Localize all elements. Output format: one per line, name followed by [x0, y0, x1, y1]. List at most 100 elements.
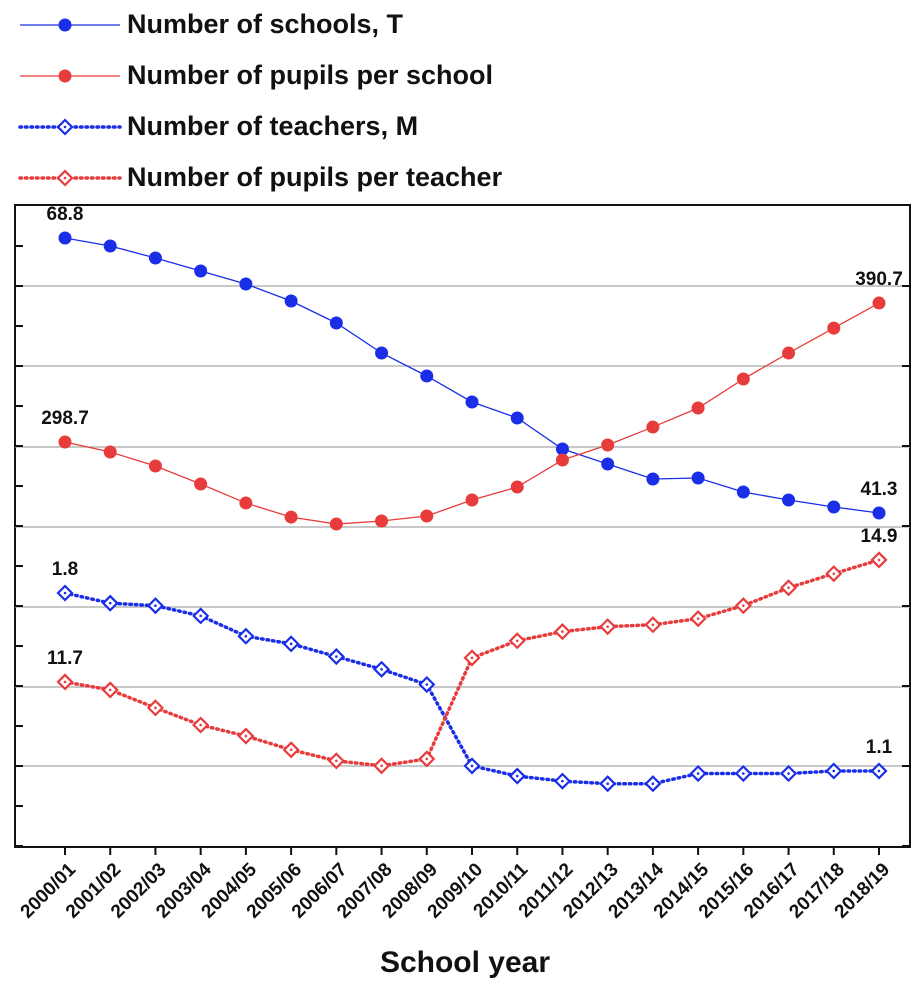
point	[508, 632, 526, 650]
point	[58, 69, 72, 83]
point	[56, 118, 74, 136]
point	[282, 741, 300, 759]
point-dot	[787, 772, 790, 775]
point-dot	[696, 617, 700, 620]
point-dot	[380, 667, 383, 671]
point	[148, 251, 162, 265]
legend-item: Number of schools, T	[20, 9, 404, 39]
point	[734, 764, 752, 783]
point	[420, 369, 434, 383]
point	[373, 757, 391, 775]
point	[691, 471, 705, 485]
point-dot	[63, 125, 67, 129]
point	[825, 565, 843, 583]
legend-label: Number of schools, T	[127, 9, 404, 39]
point	[192, 607, 210, 625]
point	[463, 649, 481, 667]
point-dot	[425, 757, 429, 761]
point-dot	[244, 734, 248, 738]
point	[284, 294, 298, 308]
point-dot	[651, 623, 655, 627]
point	[644, 616, 662, 634]
point	[782, 346, 796, 360]
point	[239, 496, 253, 510]
series-line	[64, 302, 880, 525]
point-dot	[515, 774, 519, 778]
point-dot	[289, 748, 293, 752]
point	[599, 618, 617, 636]
point	[329, 316, 343, 330]
point-dot	[651, 782, 655, 785]
point	[56, 673, 74, 691]
point-dot	[199, 614, 202, 618]
point	[601, 438, 615, 452]
x-axis-label: School year	[380, 946, 550, 979]
point	[56, 584, 74, 602]
data-label: 41.3	[861, 479, 898, 500]
point	[827, 321, 841, 335]
point	[870, 551, 888, 569]
point	[734, 597, 752, 615]
data-label: 1.1	[866, 737, 893, 758]
point	[418, 750, 436, 768]
point	[508, 767, 526, 785]
point	[780, 579, 798, 597]
point-dot	[154, 706, 157, 710]
point	[58, 435, 72, 449]
point	[644, 775, 662, 793]
legend-item: Number of teachers, M	[18, 111, 418, 141]
point	[103, 239, 117, 253]
point-dot	[470, 656, 474, 660]
point	[58, 18, 72, 32]
point	[780, 764, 798, 783]
data-label: 68.8	[47, 204, 84, 225]
point-dot	[244, 634, 248, 638]
point	[599, 775, 617, 793]
point	[194, 264, 208, 278]
point-dot	[108, 688, 112, 692]
point-dot	[515, 639, 519, 643]
point-dot	[108, 601, 112, 605]
point	[691, 401, 705, 415]
series: 68.8 41.3	[47, 204, 898, 520]
series-line	[63, 591, 881, 786]
point	[418, 675, 436, 694]
point	[146, 699, 164, 717]
legend-label: Number of pupils per school	[127, 60, 493, 90]
point-dot	[380, 764, 383, 768]
point-dot	[877, 558, 881, 562]
point	[465, 493, 479, 507]
point	[553, 772, 571, 790]
point	[736, 485, 750, 499]
point-dot	[289, 642, 293, 646]
point	[101, 594, 119, 612]
point-dot	[606, 625, 609, 628]
point-dot	[154, 604, 157, 608]
point	[239, 277, 253, 291]
point	[872, 506, 886, 520]
legend-label: Number of teachers, M	[127, 111, 418, 141]
point	[510, 480, 524, 494]
point	[782, 493, 796, 507]
grid	[15, 285, 910, 767]
series-line	[64, 237, 880, 514]
point	[646, 472, 660, 486]
point-dot	[335, 655, 338, 658]
point-dot	[470, 764, 474, 768]
point	[284, 510, 298, 524]
point-dot	[832, 572, 836, 575]
point	[192, 716, 210, 734]
point	[601, 457, 615, 471]
point-dot	[606, 782, 609, 785]
point	[103, 445, 117, 459]
point	[555, 442, 569, 456]
data-label: 298.7	[41, 408, 89, 429]
legend-label: Number of pupils per teacher	[127, 162, 503, 192]
point	[827, 500, 841, 514]
point-dot	[63, 591, 67, 595]
point	[872, 296, 886, 310]
point-dot	[561, 630, 564, 633]
point	[327, 648, 345, 666]
point-dot	[787, 586, 790, 590]
